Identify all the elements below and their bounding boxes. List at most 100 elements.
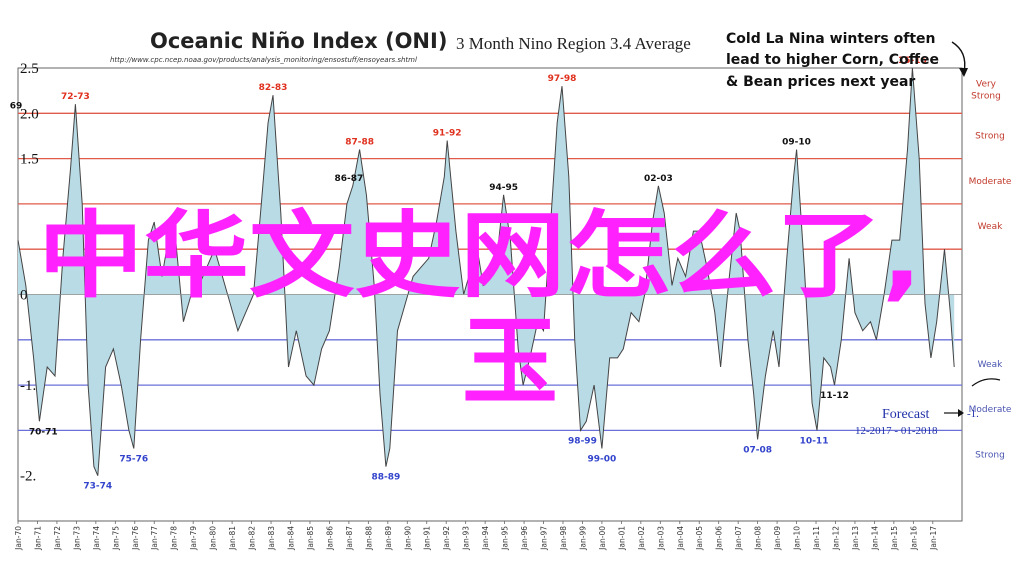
band-label-5: Moderate: [969, 405, 1012, 415]
x-tick-label-10: Jan-80: [209, 526, 218, 551]
x-tick-label-13: Jan-83: [267, 526, 276, 551]
x-tick-label-3: Jan-73: [72, 526, 81, 551]
x-tick-label-41: Jan-11: [812, 526, 821, 551]
note-line-3: & Bean prices next year: [726, 74, 915, 90]
event-label-8: 02-03: [644, 174, 673, 184]
band-label-2: Moderate: [969, 177, 1012, 187]
x-tick-label-5: Jan-75: [111, 526, 120, 551]
event-label-20: 11-12: [820, 391, 849, 401]
event-label-10: 15-16: [898, 56, 927, 66]
x-tick-label-15: Jan-85: [306, 526, 315, 551]
x-tick-label-6: Jan-76: [131, 526, 140, 551]
event-label-0: 69: [10, 101, 23, 111]
event-label-19: 10-11: [800, 436, 829, 446]
x-tick-label-16: Jan-86: [325, 526, 334, 551]
forecast-annotation: Forecast 12-2017 - 01-2018 -1.: [855, 378, 1001, 437]
x-tick-label-4: Jan-74: [92, 526, 101, 551]
x-tick-label-24: Jan-94: [481, 526, 490, 551]
x-tick-label-47: Jan-17: [929, 526, 938, 551]
event-label-7: 97-98: [548, 74, 577, 84]
x-tick-label-9: Jan-79: [189, 526, 198, 551]
oni-area-series: [17, 67, 955, 476]
strength-bands: Very Strong Strong Moderate Weak Weak Moderate…: [18, 79, 1012, 460]
x-tick-label-42: Jan-12: [831, 526, 840, 551]
event-label-3: 86-87: [334, 174, 363, 184]
overlay-line-1: 中华文史网怎么了,: [38, 202, 922, 311]
source-url: http://www.cpc.ncep.noaa.gov/products/an…: [110, 56, 417, 64]
event-labels: 69 72-73 82-83 86-87 87-88 91-92 94-95 97-98 02-…: [10, 56, 927, 492]
event-label-2: 82-83: [259, 83, 288, 93]
event-label-15: 95-96: [509, 391, 538, 401]
forecast-value: -1.: [967, 408, 979, 420]
event-label-12: 73-74: [83, 482, 112, 492]
y-tick-label-3: 0: [20, 288, 28, 304]
event-label-4: 87-88: [345, 138, 374, 148]
event-label-6: 94-95: [489, 183, 518, 193]
x-tick-label-20: Jan-90: [403, 526, 412, 551]
x-tick-label-31: Jan-01: [617, 526, 626, 551]
x-tick-label-23: Jan-93: [462, 526, 471, 551]
x-tick-label-0: Jan-70: [14, 526, 23, 551]
chart-title: Oceanic Niño Index (ONI): [150, 29, 447, 53]
band-label-4: Weak: [978, 360, 1003, 370]
y-tick-label-2: 1.5: [20, 152, 39, 168]
event-label-9: 09-10: [782, 138, 811, 148]
note-line-2: lead to higher Corn, Coffee: [726, 52, 939, 68]
x-tick-label-35: Jan-05: [695, 526, 704, 551]
x-tick-label-36: Jan-06: [715, 526, 724, 551]
forecast-arrowhead: [958, 409, 964, 417]
x-tick-label-32: Jan-02: [637, 526, 646, 551]
note-arrowhead: [959, 68, 968, 77]
band-label-1: Strong: [975, 132, 1005, 142]
band-label-6: Strong: [975, 450, 1005, 460]
note-line-1: Cold La Nina winters often: [726, 31, 936, 47]
x-tick-label-12: Jan-82: [248, 526, 257, 551]
x-tick-label-26: Jan-96: [520, 526, 529, 551]
overlay-line-2: 玉: [462, 306, 558, 418]
x-tick-label-27: Jan-97: [540, 526, 549, 551]
forecast-arrow-upper: [971, 378, 1001, 387]
y-tick-label-4: -1.: [20, 378, 36, 394]
x-tick-label-40: Jan-10: [793, 526, 802, 551]
x-tick-label-11: Jan-81: [228, 526, 237, 551]
x-tick-label-18: Jan-88: [364, 526, 373, 551]
x-tick-label-25: Jan-95: [501, 526, 510, 551]
x-tick-label-38: Jan-08: [754, 526, 763, 551]
event-label-16: 98-99: [568, 436, 597, 446]
x-tick-label-46: Jan-16: [909, 526, 918, 551]
y-tick-label-0: 2.5: [20, 61, 39, 77]
x-tick-label-21: Jan-91: [423, 526, 432, 551]
x-tick-label-29: Jan-99: [578, 526, 587, 551]
x-tick-label-43: Jan-13: [851, 526, 860, 551]
event-label-14: 88-89: [371, 473, 400, 483]
series-line-0: [17, 67, 955, 476]
event-label-5: 91-92: [433, 128, 462, 138]
chart-subtitle: 3 Month Nino Region 3.4 Average: [456, 34, 691, 53]
band-label-3: Weak: [978, 222, 1003, 232]
x-tick-label-37: Jan-07: [734, 526, 743, 551]
x-tick-label-44: Jan-14: [870, 526, 879, 551]
x-tick-label-39: Jan-09: [773, 526, 782, 551]
x-tick-label-7: Jan-77: [150, 526, 159, 551]
event-label-1: 72-73: [61, 92, 90, 102]
x-tick-label-14: Jan-84: [286, 526, 295, 551]
x-tick-label-33: Jan-03: [656, 526, 665, 551]
x-tick-label-8: Jan-78: [170, 526, 179, 551]
band-label-0-b: Strong: [971, 91, 1001, 101]
event-label-17: 99-00: [588, 455, 617, 465]
event-label-18: 07-08: [743, 445, 772, 455]
band-label-0-a: Very: [976, 79, 997, 89]
y-tick-label-5: -2.: [20, 469, 36, 485]
event-label-11: 70-71: [29, 427, 58, 437]
y-tick-label-1: 2.0: [20, 106, 39, 122]
x-tick-label-1: Jan-71: [33, 526, 42, 551]
x-tick-label-19: Jan-89: [384, 526, 393, 551]
watermark-overlay: 中华文史网怎么了, 玉: [38, 202, 922, 418]
x-tick-label-2: Jan-72: [53, 526, 62, 551]
x-tick-label-22: Jan-92: [442, 526, 451, 551]
x-tick-label-17: Jan-87: [345, 526, 354, 551]
forecast-label: Forecast: [882, 407, 930, 422]
la-nina-note: Cold La Nina winters often lead to highe…: [726, 31, 968, 90]
x-tick-label-45: Jan-15: [890, 526, 899, 551]
